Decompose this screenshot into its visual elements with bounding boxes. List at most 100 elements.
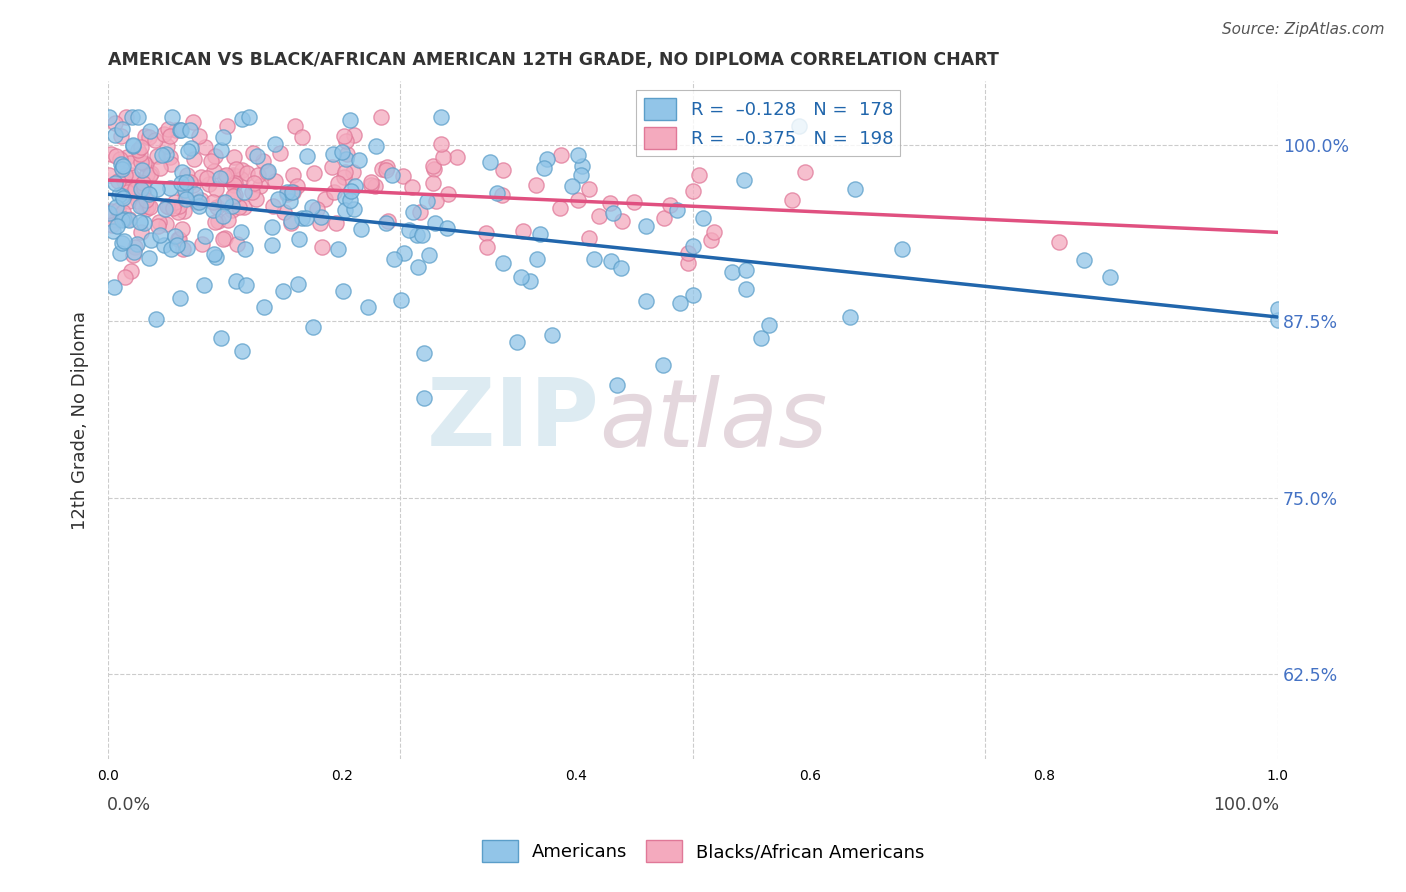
Point — [114, 169, 136, 183]
Point — [436, 220, 458, 235]
Point — [129, 154, 152, 169]
Point — [183, 153, 205, 167]
Point — [271, 284, 294, 298]
Point — [120, 168, 142, 182]
Point — [418, 248, 440, 262]
Point — [166, 232, 188, 246]
Point — [375, 216, 398, 230]
Point — [1073, 252, 1095, 267]
Point — [262, 199, 284, 213]
Point — [115, 150, 138, 164]
Point — [569, 168, 592, 182]
Point — [127, 237, 149, 252]
Point — [166, 205, 188, 219]
Point — [366, 138, 388, 153]
Point — [323, 185, 346, 199]
Point — [446, 150, 468, 164]
Point — [280, 214, 302, 228]
Point — [110, 129, 132, 144]
Point — [208, 171, 231, 186]
Point — [172, 242, 194, 256]
Point — [291, 130, 314, 145]
Point — [173, 187, 195, 202]
Point — [138, 124, 160, 138]
Point — [567, 193, 589, 207]
Point — [264, 136, 287, 151]
Point — [118, 194, 141, 209]
Point — [120, 264, 142, 278]
Point — [665, 203, 688, 218]
Point — [204, 149, 226, 163]
Point — [389, 293, 412, 307]
Point — [160, 157, 183, 171]
Point — [131, 163, 153, 178]
Point — [167, 232, 190, 246]
Point — [1267, 301, 1289, 316]
Point — [474, 226, 496, 240]
Point — [195, 171, 218, 186]
Point — [321, 160, 343, 174]
Point — [145, 312, 167, 326]
Point — [536, 153, 558, 167]
Point — [159, 128, 181, 143]
Point — [135, 202, 157, 216]
Point — [186, 195, 208, 210]
Point — [155, 146, 177, 161]
Point — [159, 181, 181, 195]
Point — [567, 147, 589, 161]
Point — [172, 164, 194, 178]
Point — [733, 173, 755, 187]
Point — [231, 163, 253, 178]
Point — [209, 331, 232, 345]
Point — [179, 175, 201, 189]
Point — [202, 202, 225, 217]
Point — [131, 176, 153, 190]
Point — [128, 146, 150, 161]
Point — [224, 187, 246, 202]
Point — [222, 189, 245, 203]
Point — [529, 227, 551, 242]
Point — [734, 263, 756, 277]
Point — [134, 156, 156, 170]
Point — [129, 215, 152, 229]
Point — [485, 186, 508, 201]
Point — [606, 378, 628, 392]
Point — [174, 193, 197, 207]
Point — [669, 296, 692, 310]
Point — [343, 128, 366, 142]
Point — [212, 231, 235, 245]
Point — [108, 153, 131, 167]
Point — [136, 167, 159, 181]
Point — [121, 185, 143, 199]
Point — [610, 214, 633, 228]
Point — [533, 161, 555, 176]
Point — [129, 199, 152, 213]
Point — [333, 128, 356, 143]
Point — [682, 184, 704, 198]
Point — [112, 212, 135, 227]
Point — [131, 199, 153, 213]
Point — [599, 195, 621, 210]
Point — [240, 185, 263, 199]
Point — [384, 252, 406, 266]
Point — [700, 233, 723, 247]
Point — [212, 129, 235, 144]
Point — [260, 237, 283, 252]
Point — [222, 150, 245, 164]
Point — [374, 162, 396, 177]
Point — [190, 169, 212, 184]
Point — [225, 162, 247, 177]
Point — [131, 178, 153, 192]
Point — [202, 195, 225, 210]
Point — [228, 200, 250, 214]
Point — [413, 391, 436, 405]
Point — [190, 236, 212, 251]
Point — [170, 222, 193, 236]
Point — [136, 199, 159, 213]
Point — [200, 154, 222, 169]
Point — [235, 278, 257, 293]
Point — [209, 143, 232, 157]
Point — [422, 160, 444, 174]
Point — [111, 191, 134, 205]
Point — [636, 219, 658, 234]
